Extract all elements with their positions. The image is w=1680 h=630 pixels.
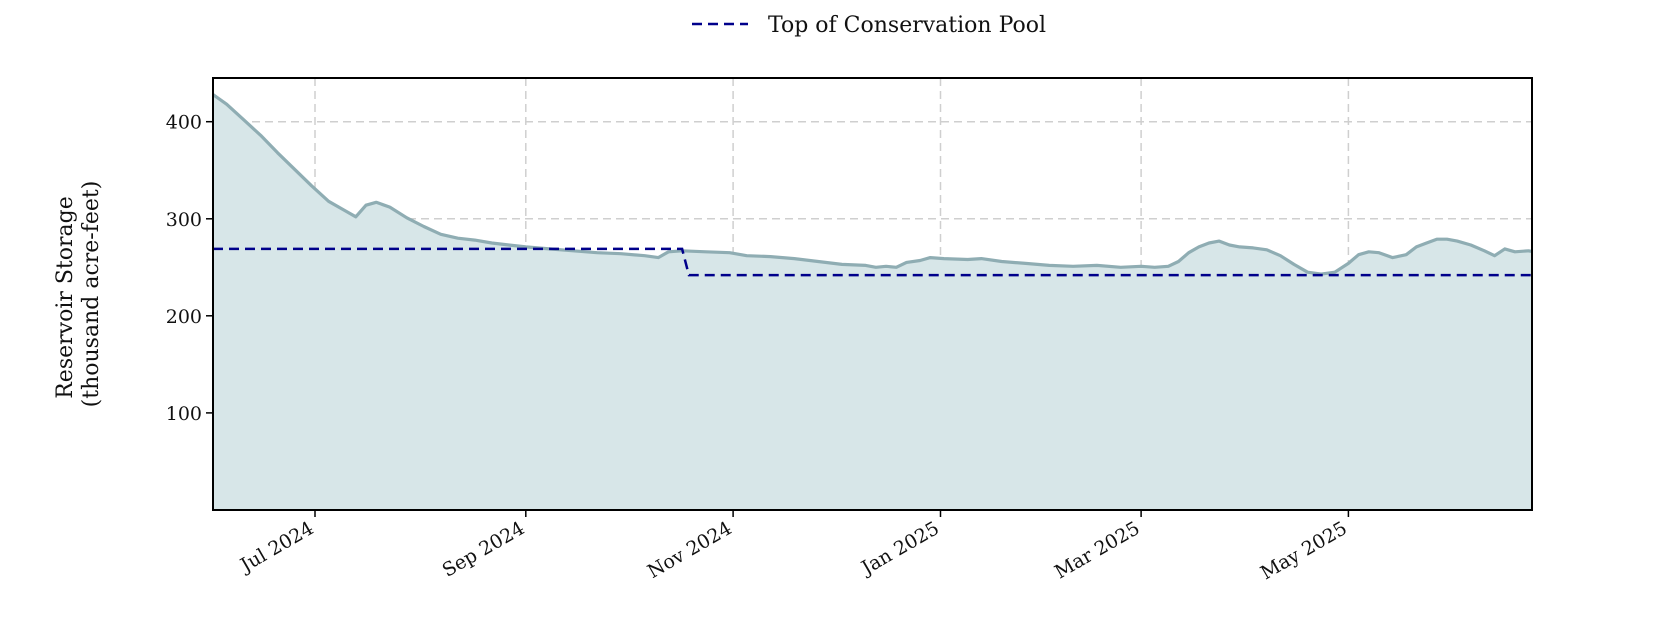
legend: Top of Conservation Pool bbox=[692, 13, 1046, 38]
x-tick-label: May 2025 bbox=[1257, 517, 1351, 584]
x-tick-label: Mar 2025 bbox=[1051, 517, 1144, 583]
y-axis-ticks: 100 200 300 400 bbox=[166, 112, 213, 425]
conservation-pool-line bbox=[213, 247, 1532, 277]
y-tick-label: 200 bbox=[166, 306, 202, 328]
y-tick-label: 400 bbox=[166, 112, 202, 134]
y-tick-label: 100 bbox=[166, 403, 202, 425]
x-axis-ticks: Jul 2024 Sep 2024 Nov 2024 Jan 2025 Mar 2025… bbox=[235, 510, 1351, 584]
x-tick-label: Jul 2024 bbox=[235, 517, 317, 577]
x-tick-label: Sep 2024 bbox=[439, 517, 529, 581]
legend-label-conservation-pool: Top of Conservation Pool bbox=[768, 13, 1046, 38]
x-tick-label: Jan 2025 bbox=[856, 517, 943, 580]
storage-area bbox=[213, 94, 1532, 510]
y-tick-label: 300 bbox=[166, 209, 202, 231]
plot-frame bbox=[212, 77, 1533, 511]
y-axis-label-line-1: Reservoir Storage bbox=[53, 196, 78, 399]
y-axis-label: Reservoir Storage (thousand acre-feet) bbox=[53, 181, 104, 408]
y-axis-label-line-2: (thousand acre-feet) bbox=[79, 181, 104, 408]
x-tick-label: Nov 2024 bbox=[644, 517, 736, 583]
